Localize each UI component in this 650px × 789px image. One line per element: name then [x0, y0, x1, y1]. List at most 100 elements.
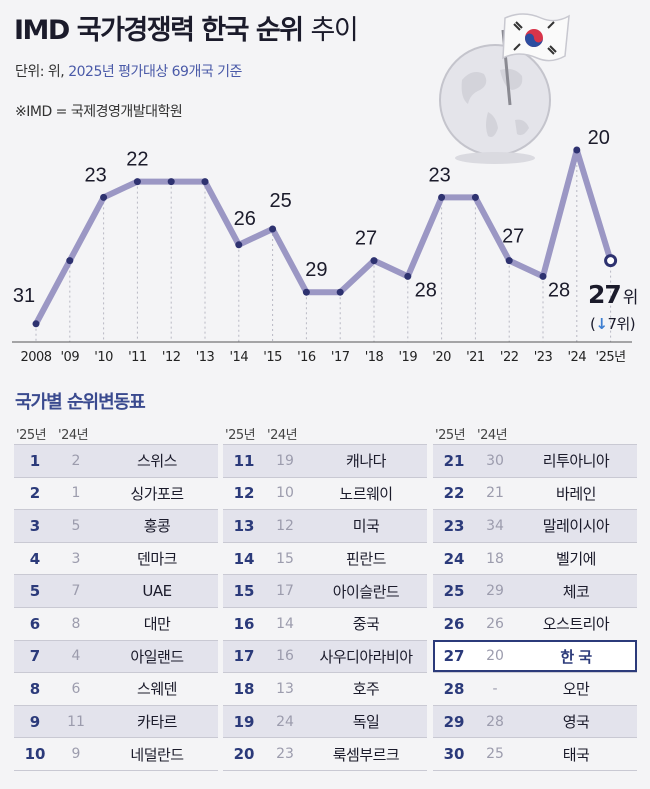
data-label: 20: [588, 127, 610, 149]
rank-2024: 34: [486, 517, 504, 534]
rank-2025: 6: [29, 614, 41, 633]
column-bottom-rule: [223, 769, 427, 771]
table-row: 30 25 태국: [433, 737, 637, 770]
x-tick-label: '16: [297, 350, 316, 365]
country-name: 벨기에: [556, 550, 596, 569]
current-rank-label: 27 위: [588, 280, 639, 309]
table-row: 4 3 덴마크: [14, 541, 218, 575]
current-rank-unit: 위: [622, 288, 639, 308]
rank-2024: 9: [71, 746, 81, 763]
data-point: [604, 254, 618, 268]
table-row: 17 16 사우디아라비아: [223, 639, 427, 673]
country-name: UAE: [142, 582, 172, 601]
table-column-2: '25년 '24년 11 19 캐나다 12 10 노르웨이 13 12 미국 14 15 핀란드 15 17…: [223, 424, 427, 771]
column-header: '25년 '24년: [14, 424, 218, 444]
series-line: [32, 146, 618, 328]
table-row: 1 2 스위스: [14, 444, 218, 477]
country-name: 스웨덴: [137, 680, 177, 699]
data-point: [133, 178, 141, 186]
country-name: 아일랜드: [130, 647, 184, 666]
globe-flag-illustration: [439, 13, 570, 164]
rank-2024: 17: [276, 583, 294, 600]
x-tick-label: '22: [500, 350, 519, 365]
x-tick-label: '24: [567, 350, 586, 365]
table-row: 15 17 아이슬란드: [223, 574, 427, 607]
rank-2025: 3: [29, 516, 41, 535]
data-point: [302, 288, 310, 296]
table-row: 18 13 호주: [223, 672, 427, 705]
table-column-3: '25년 '24년 21 30 리투아니아 22 21 바레인 23 34 말레이시아 24 18 벨기에…: [433, 424, 637, 771]
table-row: 6 8 대만: [14, 606, 218, 640]
title-main: IMD 국가경쟁력 한국 순위: [14, 15, 304, 46]
x-tick-label: '10: [94, 350, 113, 365]
rank-2024: 5: [71, 517, 81, 534]
data-point: [505, 257, 513, 265]
data-point: [32, 320, 40, 328]
rank-2025: 23: [443, 516, 465, 535]
rank-2025: 1: [29, 451, 41, 470]
rank-2025: 21: [443, 451, 465, 470]
rank-2025: 30: [443, 745, 465, 764]
table-row: 20 23 룩셈부르크: [223, 737, 427, 770]
rank-2024: 16: [276, 648, 294, 665]
rank-2025: 2: [29, 484, 41, 503]
rank-2025: 4: [29, 549, 41, 568]
country-name: 미국: [352, 517, 380, 536]
data-label: 27: [355, 228, 377, 250]
rank-2025: 7: [29, 647, 41, 666]
country-name: 룩셈부르크: [332, 745, 400, 764]
column-header: '25년 '24년: [433, 424, 637, 444]
x-tick-label: '19: [398, 350, 417, 365]
x-tick-label: '20: [432, 350, 451, 365]
rank-2025: 8: [29, 679, 41, 698]
rank-2024: 23: [276, 746, 294, 763]
rank-2025: 5: [29, 582, 41, 601]
data-point: [167, 178, 175, 186]
data-label: 25: [269, 190, 291, 212]
table-row: 11 19 캐나다: [223, 444, 427, 477]
rank-2024: 24: [276, 713, 294, 730]
country-name: 싱가포르: [130, 484, 184, 503]
rank-2025: 28: [443, 679, 465, 698]
rank-2024: 1: [71, 485, 81, 502]
rank-2024: 3: [71, 550, 81, 567]
x-tick-label: '21: [466, 350, 485, 365]
data-point: [573, 146, 581, 154]
rank-2024: 12: [276, 517, 294, 534]
data-label: 31: [13, 285, 35, 307]
rank-2024: 30: [486, 452, 504, 469]
column-bottom-rule: [14, 769, 218, 771]
rank-2024: 13: [276, 680, 294, 697]
x-tick-label: '15: [263, 350, 282, 365]
country-name: 오만: [562, 680, 590, 699]
country-name: 바레인: [556, 484, 596, 503]
rank-2024: 11: [67, 713, 85, 730]
down-arrow-icon: ↓: [595, 315, 608, 333]
rank-2025: 14: [233, 549, 255, 568]
page-title: IMD 국가경쟁력 한국 순위 추이: [14, 8, 359, 47]
rank-2024: 14: [276, 615, 294, 632]
table-row: 27 20 한 국: [433, 639, 637, 673]
data-label: 28: [415, 279, 437, 301]
country-name: 핀란드: [346, 550, 386, 569]
rank-2025: 29: [443, 712, 465, 731]
rank-trend-chart: 31 23 22 26 25 29 27 28 23 27 28 20 2008 '09 '10 '11 '1…: [12, 13, 632, 365]
country-name: 카타르: [137, 713, 177, 732]
rank-2024: 6: [71, 680, 81, 697]
rank-2024: 21: [486, 485, 504, 502]
table-title: 국가별 순위변동표: [15, 392, 146, 413]
rank-2025: 20: [233, 745, 255, 764]
header-2024: '24년: [58, 428, 89, 443]
country-name: 영국: [562, 713, 590, 732]
data-point: [201, 178, 209, 186]
country-name: 호주: [352, 680, 380, 699]
table-row: 21 30 리투아니아: [433, 444, 637, 477]
rank-2024: 26: [486, 615, 504, 632]
data-point: [404, 272, 412, 280]
country-name: 아이슬란드: [332, 582, 400, 601]
rank-2024: 19: [276, 452, 294, 469]
country-name: 캐나다: [346, 452, 386, 471]
rank-2025: 19: [233, 712, 255, 731]
country-name: 스위스: [137, 452, 177, 471]
country-name: 독일: [352, 713, 380, 732]
